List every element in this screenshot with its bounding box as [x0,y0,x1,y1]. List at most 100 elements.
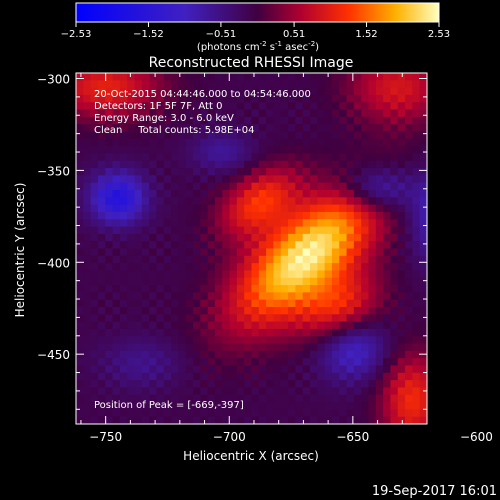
heatmap-cell [105,116,114,125]
heatmap-cell [258,380,267,389]
heatmap-cell [397,204,406,213]
heatmap-cell [207,255,216,264]
heatmap-cell [178,328,187,337]
heatmap-cell [324,263,333,272]
heatmap-cell [134,314,143,323]
heatmap-cell [266,387,275,396]
heatmap-cell [266,138,275,147]
heatmap-cell [163,270,172,279]
heatmap-cell [163,380,172,389]
heatmap-cell [302,182,311,191]
heatmap-cell [83,263,92,272]
heatmap-cell [149,365,158,374]
heatmap-cell [90,358,99,367]
heatmap-cell [346,182,355,191]
heatmap-cell [119,255,128,264]
heatmap-cell [368,263,377,272]
heatmap-cell [193,80,201,89]
heatmap-cell [112,270,121,279]
heatmap-cell [295,299,304,308]
heatmap-cell [214,277,223,286]
heatmap-cell [90,372,99,381]
heatmap-cell [317,233,326,242]
heatmap-cell [302,248,311,257]
heatmap-cell [346,350,355,359]
heatmap-cell [207,146,216,155]
heatmap-cell [236,263,245,272]
heatmap-cell [236,168,245,176]
heatmap-cell [302,314,311,323]
heatmap-cell [222,394,231,403]
heatmap-cell [266,197,275,206]
heatmap-cell [412,219,421,228]
heatmap-cell [200,387,209,396]
heatmap-cell [244,263,253,272]
heatmap-cell [163,102,172,111]
heatmap-cell [346,372,355,381]
heatmap-cell [105,73,114,81]
heatmap-cell [273,197,282,206]
heatmap-cell [83,241,92,250]
heatmap-cell [222,285,231,293]
heatmap-cell [258,292,267,301]
heatmap-cell [134,168,143,176]
heatmap-cell [178,175,187,184]
heatmap-cell [317,350,326,359]
heatmap-cell [200,328,209,337]
heatmap-cell [390,402,399,410]
heatmap-cell [280,416,289,424]
heatmap-cell [353,307,362,315]
heatmap-cell [405,328,413,337]
heatmap-cell [368,124,377,133]
heatmap-cell [149,277,158,286]
heatmap-cell [339,138,348,147]
heatmap-cell [236,219,245,228]
heatmap-cell [317,277,326,286]
heatmap-cell [229,116,238,125]
heatmap-cell [346,285,355,293]
heatmap-cell [317,211,326,220]
heatmap-cell [229,138,238,147]
heatmap-cell [324,321,333,330]
heatmap-cell [331,409,340,418]
heatmap-cell [207,160,216,169]
heatmap-cell [193,219,201,228]
heatmap-cell [258,402,267,410]
heatmap-cell [229,292,238,301]
heatmap-cell [390,307,399,315]
heatmap-cell [339,190,348,198]
heatmap-cell [112,226,121,235]
heatmap-cell [317,146,326,155]
heatmap-cell [375,285,384,293]
heatmap-cell [346,277,355,286]
heatmap-cell [171,263,179,272]
heatmap-cell [280,314,289,323]
heatmap-cell [193,299,201,308]
heatmap-cell [134,153,143,162]
heatmap-cell [302,277,311,286]
heatmap-cell [97,409,106,418]
heatmap-cell [397,409,406,418]
heatmap-cell [149,343,158,352]
heatmap-cell [405,277,413,286]
heatmap-cell [419,263,427,272]
heatmap-cell [405,138,413,147]
heatmap-cell [368,160,377,169]
heatmap-cell [97,153,106,162]
heatmap-cell [97,321,106,330]
heatmap-cell [207,102,216,111]
heatmap-cell [346,263,355,272]
heatmap-cell [368,146,377,155]
heatmap-cell [302,350,311,359]
heatmap-cell [76,190,84,198]
heatmap-cell [258,73,267,81]
heatmap-cell [76,299,84,308]
heatmap-cell [302,321,311,330]
heatmap-cell [222,365,231,374]
heatmap-cell [317,226,326,235]
heatmap-cell [302,343,311,352]
heatmap-cell [97,138,106,147]
heatmap-cell [346,109,355,118]
heatmap-cell [251,416,260,424]
heatmap-cell [83,358,92,367]
